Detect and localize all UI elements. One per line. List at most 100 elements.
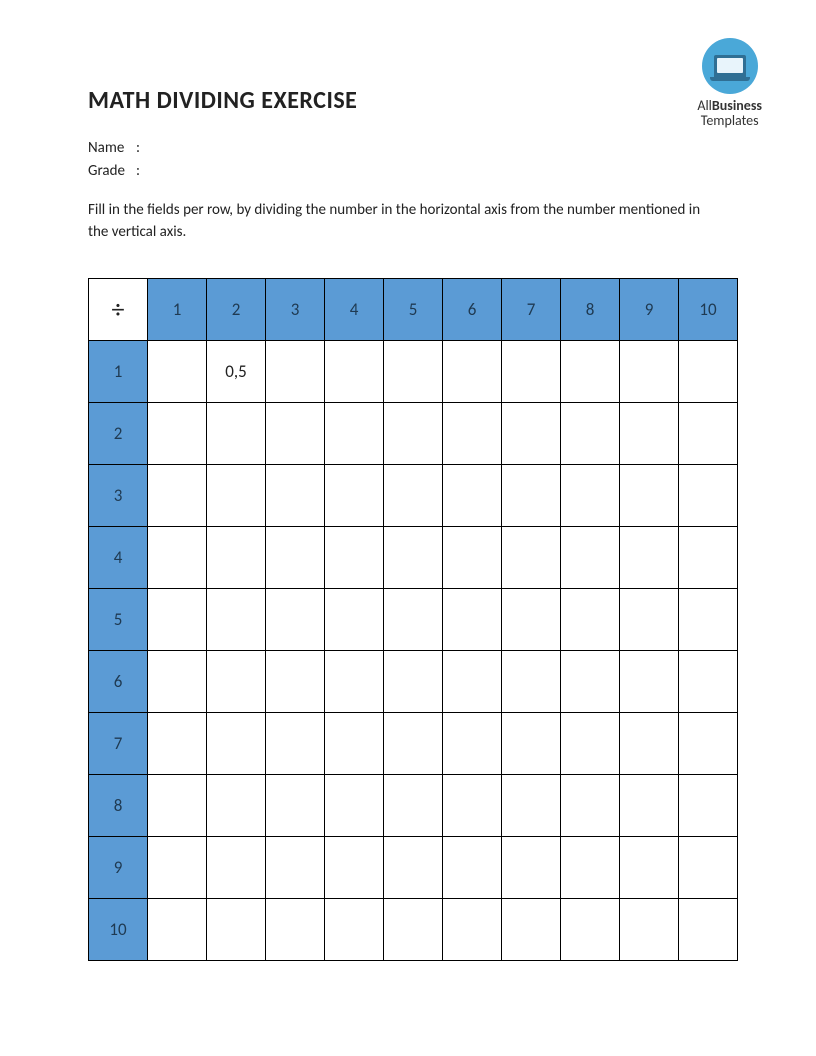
cell-r9-c10[interactable] [679,836,738,898]
cell-r6-c6[interactable] [443,650,502,712]
cell-r1-c4[interactable] [325,340,384,402]
cell-r10-c5[interactable] [384,898,443,960]
cell-r6-c9[interactable] [620,650,679,712]
cell-r7-c5[interactable] [384,712,443,774]
cell-r8-c9[interactable] [620,774,679,836]
cell-r6-c5[interactable] [384,650,443,712]
cell-r9-c9[interactable] [620,836,679,898]
cell-r4-c8[interactable] [561,526,620,588]
cell-r6-c2[interactable] [207,650,266,712]
cell-r2-c5[interactable] [384,402,443,464]
cell-r8-c10[interactable] [679,774,738,836]
cell-r10-c2[interactable] [207,898,266,960]
cell-r6-c4[interactable] [325,650,384,712]
cell-r2-c8[interactable] [561,402,620,464]
cell-r5-c1[interactable] [148,588,207,650]
cell-r8-c4[interactable] [325,774,384,836]
cell-r9-c4[interactable] [325,836,384,898]
cell-r8-c6[interactable] [443,774,502,836]
cell-r2-c4[interactable] [325,402,384,464]
cell-r4-c9[interactable] [620,526,679,588]
cell-r10-c6[interactable] [443,898,502,960]
cell-r3-c4[interactable] [325,464,384,526]
cell-r2-c2[interactable] [207,402,266,464]
cell-r5-c5[interactable] [384,588,443,650]
cell-r8-c7[interactable] [502,774,561,836]
cell-r8-c8[interactable] [561,774,620,836]
cell-r9-c5[interactable] [384,836,443,898]
cell-r2-c7[interactable] [502,402,561,464]
cell-r1-c3[interactable] [266,340,325,402]
cell-r4-c6[interactable] [443,526,502,588]
cell-r7-c3[interactable] [266,712,325,774]
cell-r5-c3[interactable] [266,588,325,650]
cell-r3-c6[interactable] [443,464,502,526]
cell-r3-c1[interactable] [148,464,207,526]
cell-r4-c1[interactable] [148,526,207,588]
cell-r10-c7[interactable] [502,898,561,960]
cell-r4-c4[interactable] [325,526,384,588]
cell-r2-c10[interactable] [679,402,738,464]
cell-r7-c8[interactable] [561,712,620,774]
cell-r3-c10[interactable] [679,464,738,526]
cell-r9-c2[interactable] [207,836,266,898]
cell-r6-c1[interactable] [148,650,207,712]
cell-r9-c1[interactable] [148,836,207,898]
cell-r4-c3[interactable] [266,526,325,588]
cell-r7-c1[interactable] [148,712,207,774]
cell-r5-c6[interactable] [443,588,502,650]
cell-r1-c10[interactable] [679,340,738,402]
cell-r2-c1[interactable] [148,402,207,464]
cell-r7-c4[interactable] [325,712,384,774]
cell-r3-c3[interactable] [266,464,325,526]
cell-r5-c2[interactable] [207,588,266,650]
cell-r7-c10[interactable] [679,712,738,774]
cell-r10-c3[interactable] [266,898,325,960]
cell-r8-c1[interactable] [148,774,207,836]
cell-r1-c6[interactable] [443,340,502,402]
cell-r3-c7[interactable] [502,464,561,526]
cell-r6-c8[interactable] [561,650,620,712]
cell-r6-c10[interactable] [679,650,738,712]
cell-r1-c5[interactable] [384,340,443,402]
cell-r10-c4[interactable] [325,898,384,960]
cell-r10-c10[interactable] [679,898,738,960]
cell-r7-c2[interactable] [207,712,266,774]
cell-r1-c1[interactable] [148,340,207,402]
cell-r5-c10[interactable] [679,588,738,650]
cell-r8-c3[interactable] [266,774,325,836]
cell-r3-c5[interactable] [384,464,443,526]
cell-r6-c3[interactable] [266,650,325,712]
cell-r7-c6[interactable] [443,712,502,774]
cell-r9-c7[interactable] [502,836,561,898]
cell-r7-c7[interactable] [502,712,561,774]
cell-r6-c7[interactable] [502,650,561,712]
cell-r4-c5[interactable] [384,526,443,588]
cell-r2-c9[interactable] [620,402,679,464]
cell-r1-c8[interactable] [561,340,620,402]
cell-r9-c6[interactable] [443,836,502,898]
cell-r3-c9[interactable] [620,464,679,526]
cell-r4-c2[interactable] [207,526,266,588]
cell-r5-c7[interactable] [502,588,561,650]
cell-r5-c8[interactable] [561,588,620,650]
cell-r2-c6[interactable] [443,402,502,464]
cell-r1-c2[interactable]: 0,5 [207,340,266,402]
cell-r4-c7[interactable] [502,526,561,588]
cell-r9-c3[interactable] [266,836,325,898]
cell-r4-c10[interactable] [679,526,738,588]
cell-r3-c2[interactable] [207,464,266,526]
cell-r10-c1[interactable] [148,898,207,960]
cell-r1-c7[interactable] [502,340,561,402]
cell-r7-c9[interactable] [620,712,679,774]
cell-r5-c9[interactable] [620,588,679,650]
cell-r10-c8[interactable] [561,898,620,960]
cell-r2-c3[interactable] [266,402,325,464]
cell-r8-c5[interactable] [384,774,443,836]
cell-r3-c8[interactable] [561,464,620,526]
cell-r10-c9[interactable] [620,898,679,960]
cell-r1-c9[interactable] [620,340,679,402]
cell-r9-c8[interactable] [561,836,620,898]
cell-r5-c4[interactable] [325,588,384,650]
cell-r8-c2[interactable] [207,774,266,836]
